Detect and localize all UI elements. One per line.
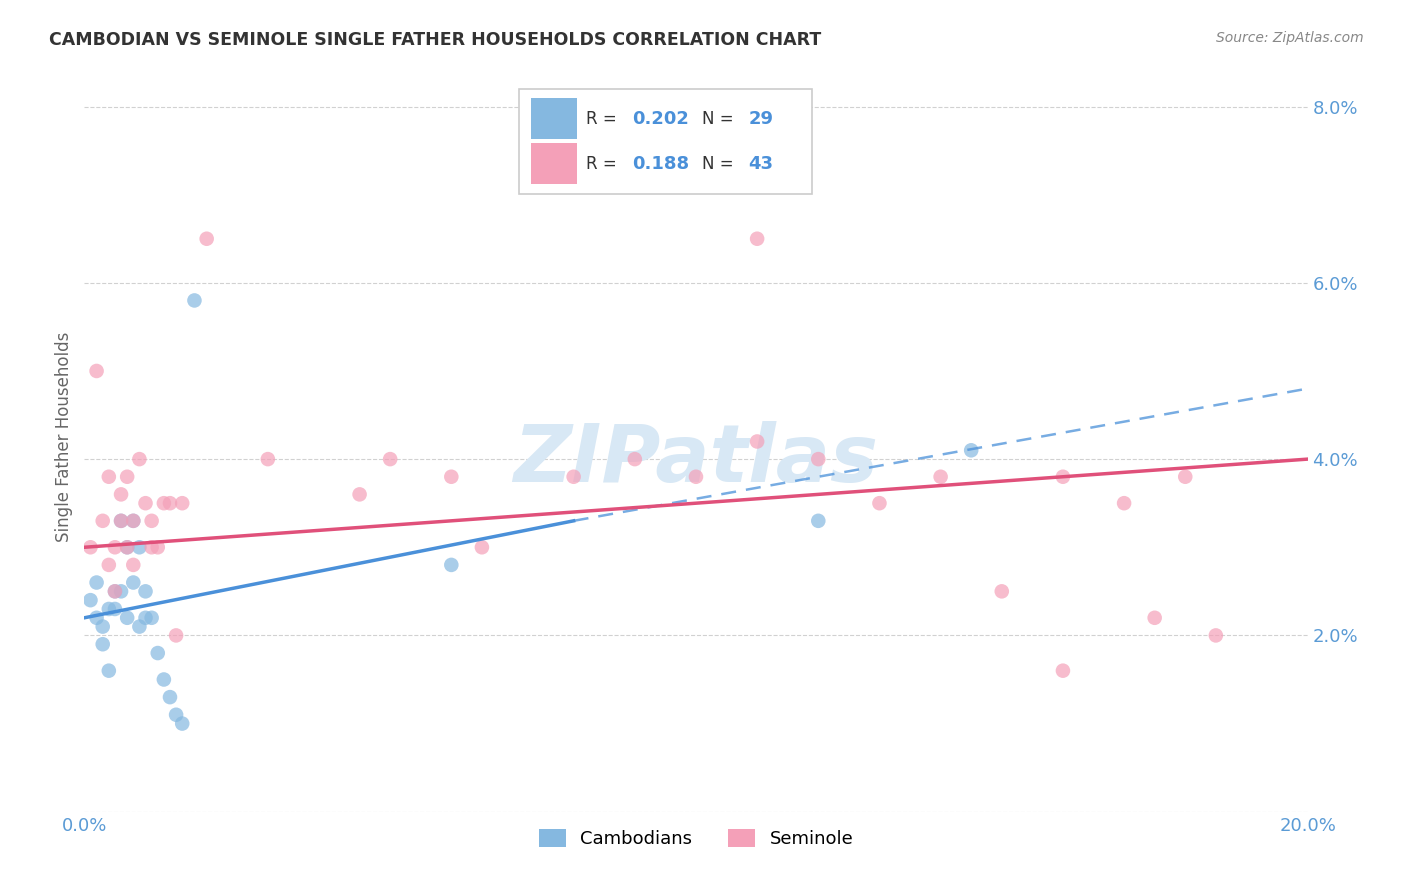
Text: N =: N = — [702, 110, 740, 128]
Point — [86, 575, 108, 590]
Point — [128, 541, 150, 555]
Point — [153, 496, 176, 510]
Point — [97, 664, 120, 678]
Point — [141, 611, 163, 625]
Point — [380, 452, 402, 467]
Point — [91, 514, 114, 528]
FancyBboxPatch shape — [519, 88, 813, 194]
Point — [807, 514, 830, 528]
Point — [86, 364, 108, 378]
Y-axis label: Single Father Households: Single Father Households — [55, 332, 73, 542]
Point — [104, 541, 127, 555]
Point — [807, 452, 830, 467]
Point — [104, 584, 127, 599]
Point — [869, 496, 891, 510]
Text: ZIPatlas: ZIPatlas — [513, 420, 879, 499]
Point — [440, 469, 463, 483]
Point — [110, 584, 132, 599]
Point — [122, 514, 145, 528]
Point — [141, 514, 163, 528]
Text: 43: 43 — [748, 154, 773, 172]
Point — [91, 619, 114, 633]
Point — [685, 469, 707, 483]
Legend: Cambodians, Seminole: Cambodians, Seminole — [531, 822, 860, 855]
Bar — [531, 98, 578, 139]
Text: 29: 29 — [748, 110, 773, 128]
Point — [110, 487, 132, 501]
Text: CAMBODIAN VS SEMINOLE SINGLE FATHER HOUSEHOLDS CORRELATION CHART: CAMBODIAN VS SEMINOLE SINGLE FATHER HOUS… — [49, 31, 821, 49]
Point — [97, 602, 120, 616]
Point — [159, 690, 181, 705]
Point — [159, 496, 181, 510]
Point — [79, 541, 101, 555]
Text: 0.188: 0.188 — [633, 154, 689, 172]
Point — [115, 541, 138, 555]
Point — [153, 673, 176, 687]
Text: 0.202: 0.202 — [633, 110, 689, 128]
Point — [86, 611, 108, 625]
Point — [624, 452, 647, 467]
Point — [122, 575, 145, 590]
Point — [1114, 496, 1136, 510]
Point — [562, 469, 585, 483]
Text: R =: R = — [586, 154, 621, 172]
Point — [115, 541, 138, 555]
Text: N =: N = — [702, 154, 740, 172]
Point — [79, 593, 101, 607]
Point — [135, 611, 157, 625]
Point — [128, 619, 150, 633]
Point — [141, 541, 163, 555]
Point — [1052, 664, 1074, 678]
Point — [91, 637, 114, 651]
Text: Source: ZipAtlas.com: Source: ZipAtlas.com — [1216, 31, 1364, 45]
Point — [122, 558, 145, 572]
Point — [349, 487, 371, 501]
Point — [929, 469, 952, 483]
Point — [110, 514, 132, 528]
Point — [195, 232, 218, 246]
Point — [747, 232, 769, 246]
Point — [1174, 469, 1197, 483]
Point — [991, 584, 1014, 599]
Point — [1143, 611, 1166, 625]
Point — [172, 496, 194, 510]
Point — [172, 716, 194, 731]
Point — [104, 602, 127, 616]
Point — [257, 452, 280, 467]
Point — [104, 584, 127, 599]
Point — [110, 514, 132, 528]
Point — [146, 646, 169, 660]
Point — [97, 469, 120, 483]
Point — [97, 558, 120, 572]
Point — [128, 452, 150, 467]
Bar — [531, 143, 578, 185]
Point — [165, 707, 187, 722]
Point — [960, 443, 983, 458]
Point — [135, 496, 157, 510]
Point — [115, 469, 138, 483]
Point — [440, 558, 463, 572]
Point — [747, 434, 769, 449]
Point — [122, 514, 145, 528]
Point — [1052, 469, 1074, 483]
Point — [135, 584, 157, 599]
Point — [146, 541, 169, 555]
Point — [165, 628, 187, 642]
Point — [471, 541, 494, 555]
Point — [183, 293, 205, 308]
Point — [115, 611, 138, 625]
Text: R =: R = — [586, 110, 621, 128]
Point — [1205, 628, 1227, 642]
